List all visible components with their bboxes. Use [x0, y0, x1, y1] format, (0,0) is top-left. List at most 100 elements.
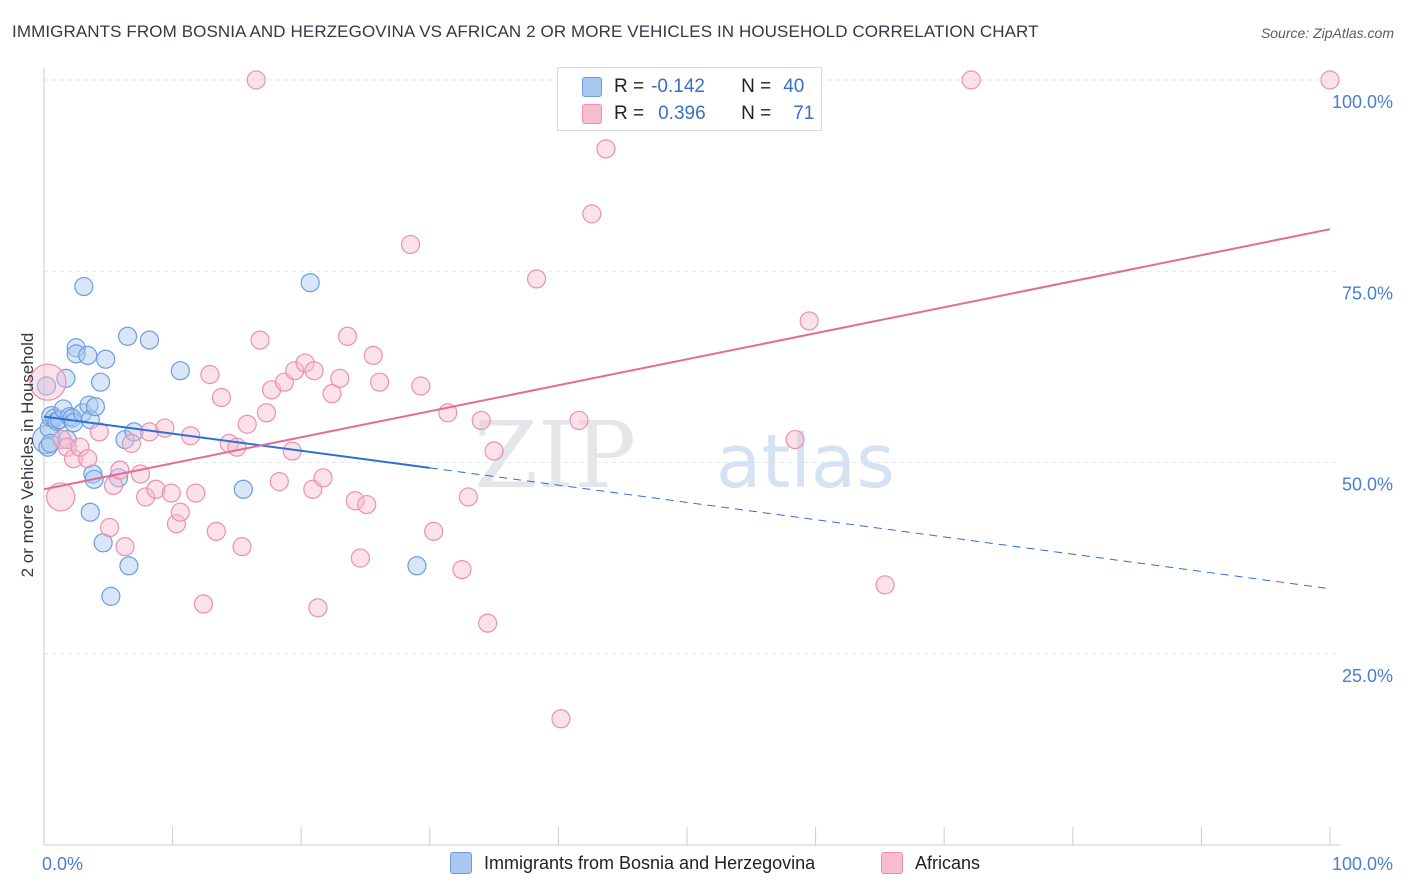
- pink-data-point: [484, 441, 504, 461]
- pink-data-point: [596, 139, 616, 159]
- pink-data-point: [875, 575, 895, 595]
- pink-data-point: [582, 204, 602, 224]
- pink-data-point: [193, 594, 214, 614]
- pink-data-point: [471, 410, 491, 431]
- watermark-atlas: atlas: [716, 419, 895, 505]
- blue-data-point: [80, 502, 100, 522]
- pink-data-point: [161, 483, 181, 503]
- pink-data-point: [308, 598, 328, 618]
- chart-title: IMMIGRANTS FROM BOSNIA AND HERZEGOVINA V…: [12, 22, 1039, 41]
- pink-data-point: [78, 449, 98, 469]
- pink-data-point: [250, 330, 270, 350]
- pink-data-point: [370, 372, 390, 392]
- bottom-legend-item-bosnia: Immigrants from Bosnia and Herzegovina: [450, 852, 815, 874]
- legend-r-value-pink: 0.396: [658, 103, 706, 124]
- pink-data-point: [569, 410, 589, 431]
- watermark: ZIP atlas: [474, 402, 895, 509]
- legend-r-label: R =: [614, 76, 645, 97]
- watermark-zip: ZIP: [474, 402, 636, 509]
- pink-data-point: [110, 460, 130, 480]
- y-tick-label: 75.0%: [1342, 283, 1393, 303]
- legend-n-label: N =: [741, 103, 772, 124]
- pink-data-point: [166, 514, 187, 534]
- pink-data-point: [357, 494, 377, 515]
- pink-data-point: [350, 548, 370, 568]
- pink-data-point: [961, 70, 981, 90]
- pink-data-point: [200, 364, 220, 385]
- pink-data-point: [337, 326, 358, 346]
- bottom-legend-label-bosnia: Immigrants from Bosnia and Herzegovina: [484, 852, 816, 873]
- pink-data-point: [452, 559, 472, 580]
- pink-data-point: [70, 437, 90, 457]
- pink-data-point: [322, 384, 342, 404]
- blue-data-point: [119, 556, 139, 576]
- pink-data-point: [146, 479, 166, 499]
- pink-data-point: [29, 363, 67, 401]
- grid-layer: [44, 79, 1340, 655]
- pink-data-point: [458, 487, 478, 507]
- blue-data-point: [233, 479, 253, 499]
- bottom-legend-swatch-blue: [450, 852, 472, 874]
- pink-data-point: [285, 361, 305, 381]
- pink-data-point: [246, 70, 266, 90]
- legend-r-label: R =: [614, 103, 645, 124]
- blue-data-point: [79, 395, 99, 415]
- bottom-legend-label-africans: Africans: [915, 852, 981, 873]
- legend-row-blue: R = -0.142 N = 40: [582, 75, 804, 99]
- pink-data-point: [363, 345, 383, 365]
- blue-data-point: [139, 330, 160, 350]
- point-layer: [29, 70, 1340, 729]
- pink-data-point: [89, 422, 109, 442]
- trend-layer: [43, 228, 1331, 590]
- pink-data-point: [46, 482, 76, 512]
- pink-data-point: [424, 521, 444, 541]
- blue-data-point: [85, 397, 106, 417]
- blue-data-point: [66, 338, 86, 358]
- pink-data-point: [135, 487, 156, 507]
- y-tick-label: 50.0%: [1342, 475, 1393, 495]
- pink-data-point: [186, 483, 206, 503]
- legend-swatch-pink: [582, 104, 602, 124]
- correlation-legend: R = -0.142 N = 40 R = 0.396 N = 71: [557, 67, 822, 131]
- pink-data-point: [121, 433, 142, 453]
- y-tick-label: 100.0%: [1332, 92, 1393, 112]
- blue-data-point: [78, 345, 98, 365]
- blue-trend-line: [43, 415, 430, 469]
- legend-n-value-blue: 40: [783, 76, 805, 97]
- pink-data-point: [115, 537, 135, 557]
- pink-data-point: [799, 311, 819, 331]
- pink-data-point: [330, 368, 350, 388]
- pink-data-point: [313, 468, 333, 488]
- legend-r-value-blue: -0.142: [651, 76, 705, 97]
- legend-swatch-blue: [582, 77, 602, 97]
- blue-data-point: [96, 349, 116, 369]
- pink-data-point: [206, 521, 226, 541]
- blue-data-point: [300, 273, 320, 293]
- pink-data-point: [304, 361, 324, 381]
- legend-n-label: N =: [741, 76, 772, 97]
- pink-data-point: [400, 234, 421, 255]
- pink-data-point: [63, 449, 84, 469]
- pink-data-point: [211, 387, 232, 408]
- pink-data-point: [99, 517, 120, 538]
- blue-data-point: [117, 326, 138, 346]
- pink-data-point: [526, 269, 547, 289]
- y-tick-label: 25.0%: [1342, 666, 1393, 686]
- tick-label-layer: 25.0% 50.0% 75.0% 100.0% 0.0% 100.0%: [42, 92, 1393, 874]
- legend-row-pink: R = 0.396 N = 71: [582, 102, 814, 126]
- blue-data-point: [407, 556, 427, 576]
- axis-layer: [43, 68, 1340, 846]
- pink-data-point: [232, 537, 252, 557]
- x-tick-label-min: 0.0%: [42, 854, 83, 874]
- legend-n-value-pink: 71: [793, 103, 815, 124]
- pink-data-point: [785, 429, 805, 450]
- pink-trend-line: [43, 228, 1331, 491]
- pink-data-point: [170, 502, 190, 522]
- bottom-legend-item-africans: Africans: [881, 852, 980, 874]
- bottom-legend-swatch-pink: [881, 852, 903, 874]
- x-tick-label-max: 100.0%: [1332, 854, 1393, 874]
- blue-data-point: [101, 586, 121, 606]
- y-axis-label: 2 or more Vehicles in Household: [18, 332, 37, 578]
- pink-data-point: [345, 491, 365, 511]
